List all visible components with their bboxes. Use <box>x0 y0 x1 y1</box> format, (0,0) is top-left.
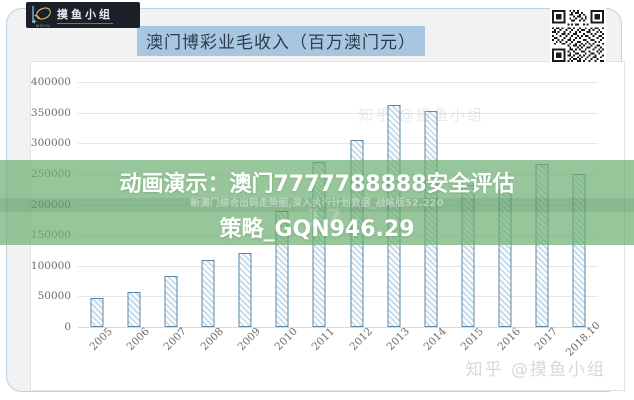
bar-slot <box>449 82 486 327</box>
bar-slot <box>561 82 598 327</box>
x-axis: 2005 2006 2007 2008 2009 2010 2011 2012 2013 2014… <box>78 320 603 382</box>
x-axis-tick-label: 2013 <box>384 325 412 353</box>
y-axis-tick-label: 250000 <box>30 167 71 180</box>
plot-area: 0 50000 100000 150000 200000 250000 300000 3500… <box>31 76 598 333</box>
y-axis-tick-label: 200000 <box>30 198 71 211</box>
logo-sublabel: MOYU <box>36 23 50 28</box>
x-axis-tick-label: 2005 <box>87 325 115 353</box>
x-axis-tick-label: 2009 <box>235 325 264 353</box>
gridline <box>78 112 598 114</box>
bar-slot <box>152 82 189 327</box>
gridline <box>78 327 598 328</box>
gridline <box>78 82 598 83</box>
gridline <box>78 143 598 145</box>
bar[interactable] <box>572 173 586 327</box>
gridline <box>78 296 598 298</box>
bar[interactable] <box>424 111 438 327</box>
y-axis-tick-label: 350000 <box>30 106 71 119</box>
bar[interactable] <box>127 292 141 327</box>
bar-slot <box>338 82 375 327</box>
x-axis-tick-label: 2010 <box>272 325 301 353</box>
logo-label: 摸鱼小组 <box>57 6 113 24</box>
x-axis-tick-label: 2014 <box>421 325 449 353</box>
x-axis-tick-label: 2017 <box>532 325 561 353</box>
bar[interactable] <box>387 105 401 327</box>
bar[interactable] <box>90 298 104 327</box>
x-axis-tick-label: 2016 <box>495 325 524 353</box>
y-axis-tick-label: 400000 <box>30 76 71 88</box>
bar[interactable] <box>275 211 289 327</box>
bar-slot <box>227 82 264 327</box>
x-axis-tick-label: 2011 <box>309 325 338 353</box>
y-axis-tick-label: 50000 <box>37 290 71 303</box>
fish-logo-icon: + <box>32 5 53 26</box>
y-axis-tick-label: 100000 <box>30 259 71 272</box>
bar[interactable] <box>535 164 549 327</box>
bar[interactable] <box>461 184 475 327</box>
y-axis-tick-label: 150000 <box>30 229 71 242</box>
bar[interactable] <box>201 259 215 327</box>
bar[interactable] <box>238 252 252 327</box>
bar[interactable] <box>312 162 326 327</box>
bar[interactable] <box>498 189 512 327</box>
x-axis-tick-label: 2015 <box>458 325 486 353</box>
bar-slot <box>78 82 115 327</box>
bar-slot <box>189 82 226 327</box>
bar-slot <box>115 82 152 327</box>
x-axis-tick-label: 2007 <box>161 325 189 353</box>
bar-slot <box>301 82 338 327</box>
gridline <box>78 265 598 267</box>
x-axis-tick-label: 2008 <box>198 325 226 353</box>
chart-title: 澳门博彩业毛收入（百万澳门元） <box>137 26 425 56</box>
x-axis-tick-label: 2006 <box>124 325 152 353</box>
bar[interactable] <box>164 275 178 327</box>
bar[interactable] <box>350 140 364 327</box>
qr-code-icon[interactable] <box>550 8 606 64</box>
moyu-logo-badge: + 摸鱼小组 MOYU <box>26 2 140 28</box>
bar-slot <box>487 82 524 327</box>
y-axis-tick-label: 0 <box>64 321 71 333</box>
bar-slot <box>412 82 449 327</box>
x-axis-tick-label: 2012 <box>347 325 375 353</box>
y-axis-tick-label: 300000 <box>30 137 71 150</box>
bar-series <box>78 82 598 327</box>
bar-slot <box>375 82 412 327</box>
bar-slot <box>264 82 301 327</box>
bar-slot <box>524 82 561 327</box>
